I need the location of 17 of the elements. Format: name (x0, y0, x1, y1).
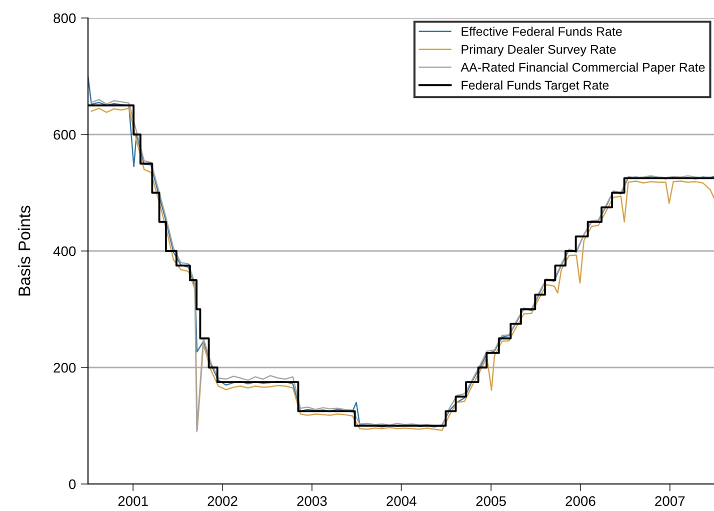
x-tick-label: 2001 (118, 496, 148, 506)
x-tick-label: 2007 (655, 496, 685, 506)
x-tick-label: 2002 (208, 496, 238, 506)
y-tick-label: 200 (54, 362, 76, 373)
y-tick-label: 400 (53, 246, 76, 256)
x-tick-label: 2004 (386, 496, 416, 506)
legend-label: Primary Dealer Survey Rate (462, 44, 616, 56)
legend-label: Effective Federal Funds Rate (462, 26, 622, 36)
y-axis-title: Basis Points (18, 206, 30, 296)
legend-label: Federal Funds Target Rate (462, 80, 609, 92)
legend-label: AA-Rated Financial Commercial Paper Rate (460, 62, 705, 74)
x-tick-label: 2005 (476, 496, 506, 506)
y-tick-label: 800 (54, 13, 76, 24)
x-tick-label: 2003 (297, 496, 327, 506)
x-tick-label: 2006 (566, 496, 596, 506)
y-tick-label: 600 (54, 130, 76, 140)
y-tick-label: 0 (69, 479, 76, 490)
